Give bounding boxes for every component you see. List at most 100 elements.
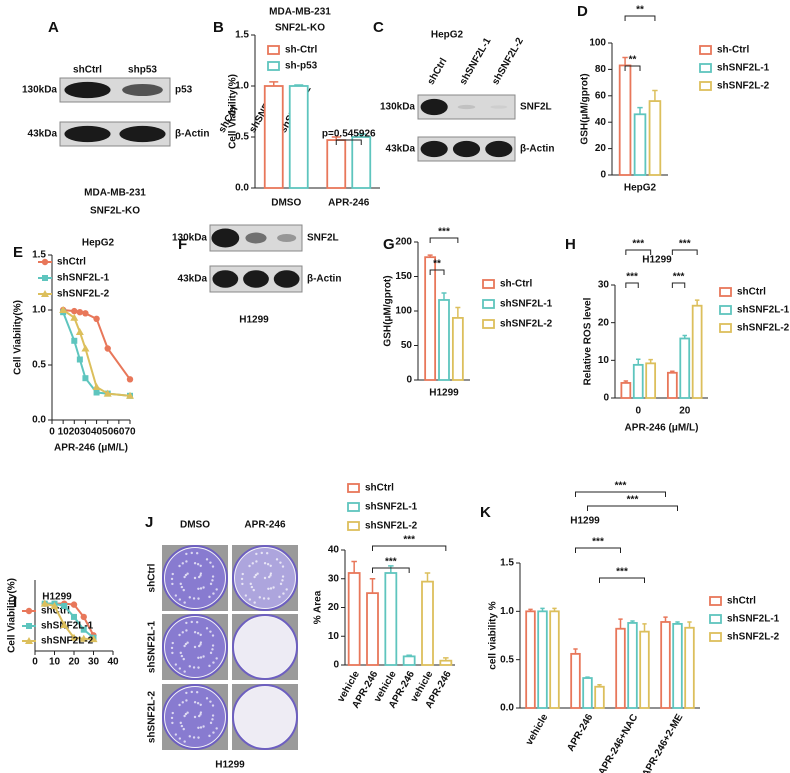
colony-dot — [193, 576, 197, 580]
marker — [75, 328, 84, 335]
marker — [92, 383, 101, 390]
legend-label: shCtrl — [41, 606, 70, 617]
blot-caption: SNF2L-KO — [90, 206, 140, 217]
significance-bracket — [429, 269, 445, 275]
blot-caption: MDA-MB-231 — [84, 188, 146, 199]
band — [277, 233, 297, 243]
colony-dot — [195, 691, 199, 694]
colony-dot — [211, 704, 215, 707]
bar — [525, 610, 536, 709]
colony-dot — [197, 666, 200, 669]
colony-dot — [197, 714, 201, 718]
colony-dot — [185, 552, 188, 556]
colony-dot — [212, 592, 215, 595]
legend-swatch — [709, 596, 722, 606]
bar — [594, 685, 605, 709]
y-tick-label: 0.5 — [32, 360, 46, 371]
colony-dot — [244, 594, 248, 597]
band — [212, 270, 239, 288]
significance-bracket — [624, 65, 641, 71]
colony-dot — [183, 714, 186, 718]
colony-dot — [192, 597, 196, 600]
colony-dot — [185, 691, 188, 695]
legend-label: sh-Ctrl — [500, 279, 532, 290]
chart-title: MDA-MB-231 — [269, 7, 331, 18]
y-tick-label: 100 — [395, 306, 412, 317]
error-bar — [637, 106, 643, 115]
size-label: 130kDa — [380, 102, 415, 113]
x-tick-label: 20 — [69, 427, 81, 438]
colony-dot — [196, 701, 200, 705]
significance-label: *** — [632, 239, 644, 250]
legend-label: shSNF2L-2 — [41, 636, 94, 647]
y-tick-label: 1.0 — [32, 305, 46, 316]
colony-dot — [211, 575, 215, 578]
colony-dot — [170, 646, 174, 650]
colony-dot — [211, 644, 215, 647]
band — [490, 105, 508, 109]
lane-label: shSNF2L-1 — [458, 36, 494, 87]
y-tick-label: 10 — [328, 631, 340, 642]
colony-dot — [208, 664, 211, 668]
marker — [61, 603, 68, 610]
protein-label: SNF2L — [520, 102, 552, 113]
bar — [620, 382, 632, 399]
band — [485, 140, 513, 158]
colony-dot — [215, 588, 218, 591]
marker — [70, 633, 78, 641]
legend-label: shCtrl — [727, 596, 756, 607]
legend-swatch — [347, 521, 360, 531]
panel-label: K — [480, 504, 491, 521]
marker — [76, 356, 83, 363]
protein-label: p53 — [175, 85, 193, 96]
legend-swatch — [719, 287, 732, 297]
x-tick-label: 40 — [91, 427, 103, 438]
legend-swatch — [347, 483, 360, 493]
colony-dot — [209, 561, 212, 564]
bar — [326, 139, 347, 189]
colony-dot — [199, 711, 203, 714]
legend-swatch — [699, 81, 712, 91]
legend-marker — [25, 637, 33, 644]
colony-dot — [178, 703, 181, 707]
colony-dot — [184, 642, 188, 646]
error-bar — [424, 572, 431, 582]
bar — [615, 627, 626, 709]
colony-dot — [282, 592, 285, 595]
legend-swatch — [267, 61, 280, 71]
legend-marker — [26, 623, 32, 629]
marker — [82, 375, 89, 382]
band — [273, 270, 300, 288]
colony-dot — [193, 715, 197, 719]
colony-dot — [215, 727, 218, 730]
significance-label: p=0.545926 — [322, 129, 376, 140]
error-bar — [294, 84, 304, 86]
y-tick-label: 100 — [589, 38, 606, 49]
bar — [263, 85, 284, 189]
colony-dot — [190, 620, 193, 624]
colony-dot — [178, 737, 182, 740]
significance-label: *** — [438, 227, 450, 238]
colony-dot — [285, 588, 288, 591]
bar — [691, 304, 703, 399]
legend-label: shSNF2L-1 — [500, 299, 553, 310]
colony-dot — [185, 629, 188, 632]
band — [452, 140, 481, 158]
colony-dot — [266, 562, 270, 566]
significance-label: ** — [433, 259, 441, 270]
legend-label: shCtrl — [57, 257, 86, 268]
legend-marker — [41, 258, 49, 266]
significance-bracket — [372, 545, 447, 551]
legend-label: sh-Ctrl — [285, 45, 317, 56]
marker — [40, 599, 49, 607]
significance-label: *** — [679, 239, 691, 250]
legend-swatch — [482, 299, 495, 309]
significance-label: ** — [629, 55, 637, 66]
bar — [421, 580, 434, 666]
x-tick-label: H1299 — [429, 388, 459, 399]
legend-swatch — [709, 632, 722, 642]
x-axis-label: APR-246 (μM/L) — [625, 423, 699, 434]
colony-dot — [186, 572, 189, 575]
colony-dot — [211, 714, 215, 717]
